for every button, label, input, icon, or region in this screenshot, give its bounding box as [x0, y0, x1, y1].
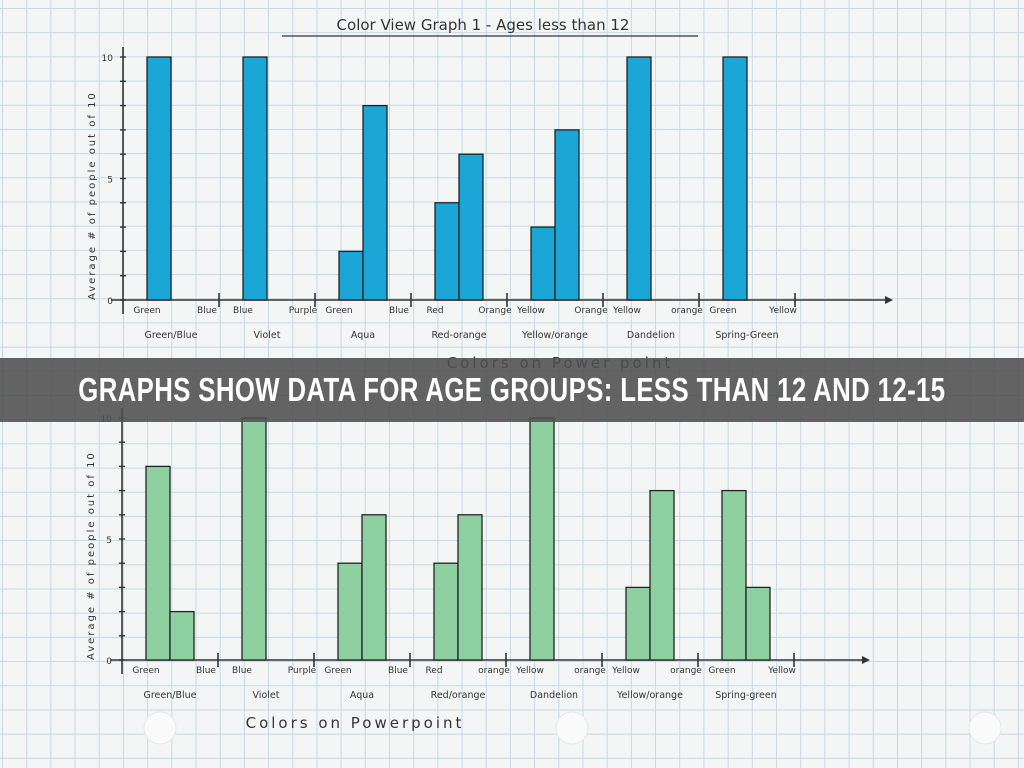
y-tick-label: 0	[106, 657, 112, 667]
bar-label: Blue	[388, 666, 408, 676]
bar-label: Green	[709, 306, 736, 316]
x-axis-label: Colors on Powerpoint	[246, 714, 465, 732]
x-axis-arrow	[862, 656, 870, 664]
group-label: Red/orange	[431, 690, 486, 701]
y-tick-label: 5	[107, 176, 113, 186]
bar	[554, 129, 580, 301]
bar-label: orange	[574, 666, 606, 676]
group-label: Aqua	[350, 690, 374, 701]
y-axis-label: Average # of people out of 10	[86, 451, 97, 660]
chart-title: Color View Graph 1 - Ages less than 12	[337, 16, 630, 34]
bar	[241, 417, 267, 661]
bar-label: orange	[478, 666, 510, 676]
bar	[338, 250, 364, 301]
bar-label: Green	[325, 306, 352, 316]
bar	[745, 586, 771, 661]
bar-label: Purple	[289, 306, 318, 316]
bar-label: Green	[324, 666, 351, 676]
bar	[169, 610, 195, 661]
bar	[433, 562, 459, 661]
bar	[361, 514, 387, 661]
bar-label: Blue	[233, 306, 253, 316]
group-label: Yellow/orange	[616, 690, 683, 701]
bar-label: orange	[671, 306, 703, 316]
bar-label: Yellow	[612, 306, 641, 316]
bar	[242, 56, 268, 301]
bar	[337, 562, 363, 661]
bar-label: Purple	[288, 666, 317, 676]
caption-banner: GRAPHS SHOW DATA FOR AGE GROUPS: LESS TH…	[0, 358, 1024, 422]
bar-label: Yellow	[611, 666, 640, 676]
binder-hole	[555, 711, 589, 745]
bar-label: Blue	[389, 306, 409, 316]
bar-label: Blue	[196, 666, 216, 676]
bar-label: Orange	[574, 306, 608, 316]
group-label: Violet	[253, 690, 280, 701]
group-label: Violet	[254, 330, 281, 341]
binder-hole	[143, 711, 177, 745]
y-axis-label: Average # of people out of 10	[87, 91, 98, 300]
bar-label: Red	[425, 666, 442, 676]
bar-label: Yellow	[516, 306, 545, 316]
caption-text: GRAPHS SHOW DATA FOR AGE GROUPS: LESS TH…	[78, 371, 946, 408]
bar-label: Blue	[232, 666, 252, 676]
bar-label: Yellow	[515, 666, 544, 676]
group-label: Aqua	[351, 330, 375, 341]
bar	[721, 489, 747, 661]
group-label: Spring-Green	[715, 330, 778, 341]
bar-label: Red	[426, 306, 443, 316]
group-label: Dandelion	[530, 690, 578, 701]
y-tick-label: 5	[106, 536, 112, 546]
bar	[530, 226, 556, 301]
bar	[649, 489, 675, 661]
group-label: Green/Blue	[144, 690, 197, 701]
bar	[362, 104, 388, 301]
bar-label: Green	[708, 666, 735, 676]
bar	[457, 514, 483, 661]
bar-label: Green	[132, 666, 159, 676]
x-axis-arrow	[885, 296, 893, 304]
bar	[529, 417, 555, 661]
bar	[458, 153, 484, 301]
group-label: Green/Blue	[145, 330, 198, 341]
group-label: Red-orange	[431, 330, 486, 341]
bar-label: Yellow	[768, 306, 797, 316]
bar-label: Orange	[478, 306, 512, 316]
bar	[722, 56, 748, 301]
group-label: Dandelion	[627, 330, 675, 341]
bar-label: Yellow	[767, 666, 796, 676]
bar	[625, 586, 651, 661]
bar-label: Green	[133, 306, 160, 316]
bar	[626, 56, 652, 301]
bar	[146, 56, 172, 301]
y-tick-label: 0	[107, 297, 113, 307]
bar	[145, 465, 171, 661]
bar-label: orange	[670, 666, 702, 676]
y-tick-label: 10	[102, 54, 114, 64]
group-label: Spring-green	[715, 690, 777, 701]
group-label: Yellow/orange	[521, 330, 588, 341]
binder-hole	[968, 711, 1002, 745]
bar	[434, 202, 460, 301]
bar-label: Blue	[197, 306, 217, 316]
